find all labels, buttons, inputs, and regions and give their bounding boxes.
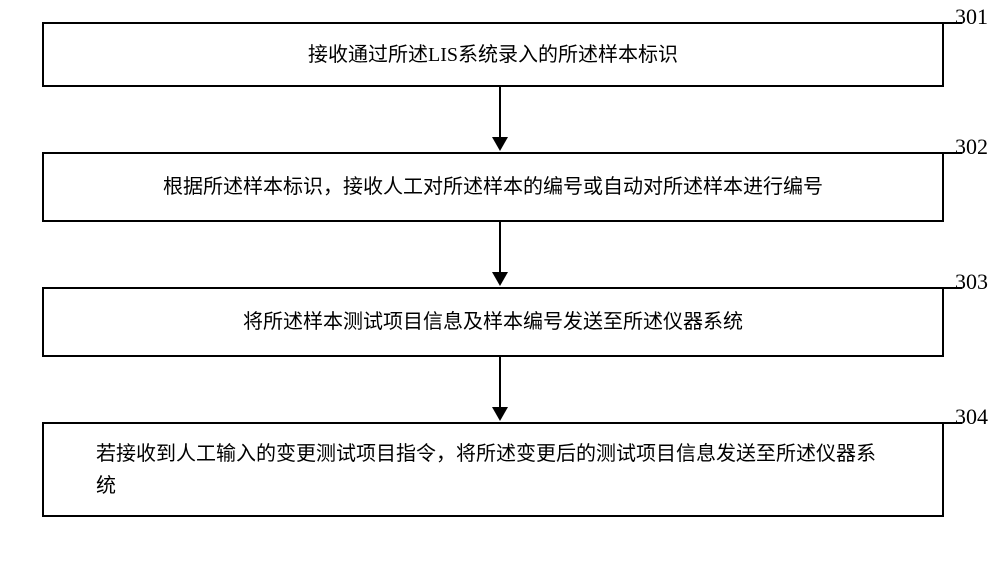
flow-step-3-text: 将所述样本测试项目信息及样本编号发送至所述仪器系统 — [243, 306, 743, 338]
arrow-1-2 — [492, 87, 508, 151]
arrow-2-3 — [492, 222, 508, 286]
flow-step-4-text: 若接收到人工输入的变更测试项目指令，将所述变更后的测试项目信息发送至所述仪器系统 — [96, 438, 890, 502]
flow-step-2-text: 根据所述样本标识，接收人工对所述样本的编号或自动对所述样本进行编号 — [163, 171, 823, 203]
flow-step-2: 根据所述样本标识，接收人工对所述样本的编号或自动对所述样本进行编号 — [42, 152, 944, 222]
flow-step-4-label: 304 — [955, 404, 988, 430]
flow-step-1-text: 接收通过所述LIS系统录入的所述样本标识 — [308, 39, 678, 71]
flow-step-3: 将所述样本测试项目信息及样本编号发送至所述仪器系统 — [42, 287, 944, 357]
flow-step-1: 接收通过所述LIS系统录入的所述样本标识 — [42, 22, 944, 87]
flow-step-2-label: 302 — [955, 134, 988, 160]
flow-step-1-label: 301 — [955, 4, 988, 30]
arrow-3-4 — [492, 357, 508, 421]
flow-step-3-label: 303 — [955, 269, 988, 295]
flow-step-4: 若接收到人工输入的变更测试项目指令，将所述变更后的测试项目信息发送至所述仪器系统 — [42, 422, 944, 517]
flowchart-container: 接收通过所述LIS系统录入的所述样本标识 301 根据所述样本标识，接收人工对所… — [0, 0, 1000, 563]
